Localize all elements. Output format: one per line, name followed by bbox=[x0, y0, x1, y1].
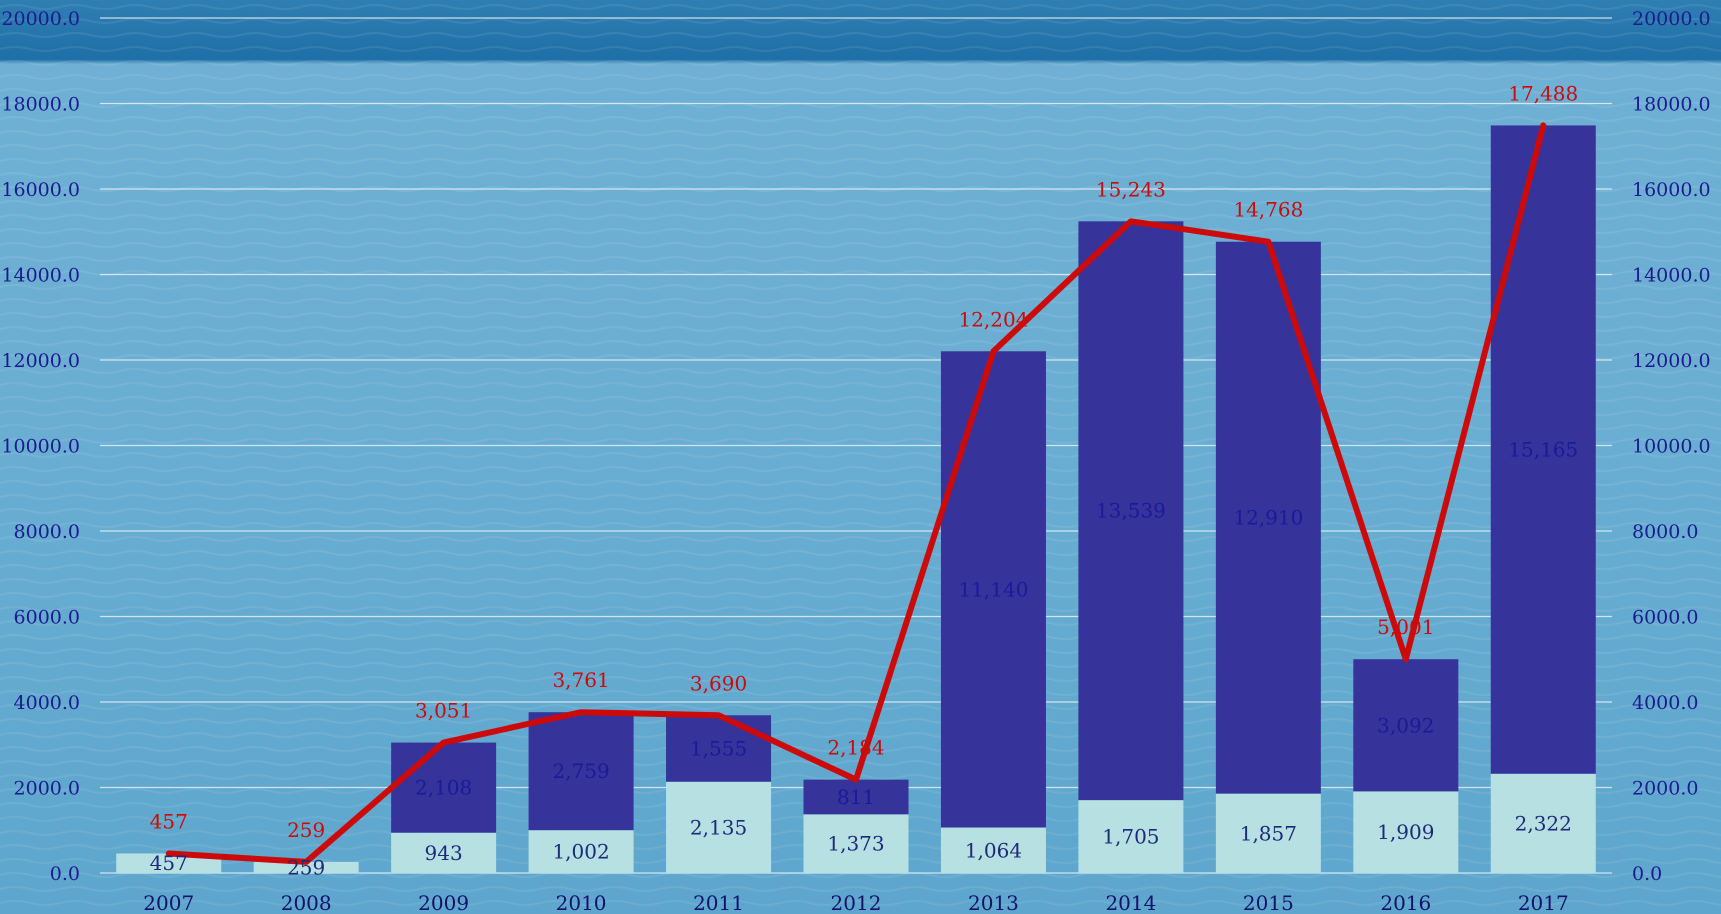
bar-top-value-label: 12,910 bbox=[1233, 506, 1303, 530]
bar-segment-bottom bbox=[1215, 793, 1321, 873]
y2-tick-label: 0.0 bbox=[1632, 863, 1662, 885]
bar-segment-top bbox=[391, 742, 497, 833]
x-tick-label: 2012 bbox=[831, 891, 882, 914]
bar-top-value-label: 11,140 bbox=[958, 577, 1028, 601]
bar-bottom-value-label: 259 bbox=[287, 855, 325, 879]
bar-bottom-value-label: 1,373 bbox=[827, 832, 884, 856]
y2-tick-label: 16000.0 bbox=[1632, 179, 1711, 201]
y2-tick-label: 12000.0 bbox=[1632, 350, 1711, 372]
line-value-label: 3,761 bbox=[552, 668, 609, 692]
bar-segment-top bbox=[1078, 221, 1184, 801]
y2-tick-label: 2000.0 bbox=[1632, 778, 1698, 800]
bar-segment-bottom bbox=[391, 832, 497, 873]
line-value-label: 5,001 bbox=[1377, 615, 1434, 639]
y-tick-label: 10000.0 bbox=[1, 436, 80, 458]
x-tick-label: 2007 bbox=[143, 891, 194, 914]
bar-segment-top bbox=[1353, 659, 1459, 792]
bar-segment-top bbox=[1215, 241, 1321, 794]
y2-tick-label: 4000.0 bbox=[1632, 692, 1698, 714]
bar-segment-top bbox=[803, 779, 909, 815]
line-value-label: 2,184 bbox=[827, 736, 884, 760]
y-tick-label: 12000.0 bbox=[1, 350, 80, 372]
bar-segment-top bbox=[940, 351, 1046, 828]
total-line bbox=[165, 122, 1547, 865]
line-value-label: 3,690 bbox=[690, 671, 747, 695]
y-tick-label: 8000.0 bbox=[14, 521, 80, 543]
bar-segment-bottom bbox=[528, 830, 634, 873]
y2-tick-label: 20000.0 bbox=[1632, 8, 1711, 30]
bar-top-value-label: 811 bbox=[837, 785, 875, 809]
line-value-label: 259 bbox=[287, 818, 325, 842]
bar-bottom-value-label: 943 bbox=[425, 841, 463, 865]
x-tick-label: 2013 bbox=[968, 891, 1019, 914]
y2-tick-label: 8000.0 bbox=[1632, 521, 1698, 543]
y-tick-label: 4000.0 bbox=[14, 692, 80, 714]
bar-segment-bottom bbox=[253, 861, 359, 873]
bar-segment-bottom bbox=[940, 827, 1046, 873]
x-tick-label: 2014 bbox=[1105, 891, 1156, 914]
line-value-label: 14,768 bbox=[1233, 198, 1303, 222]
bar-top-value-label: 1,555 bbox=[690, 736, 747, 760]
bar-segment-bottom bbox=[116, 853, 222, 873]
x-tick-label: 2011 bbox=[693, 891, 744, 914]
bar-bottom-value-label: 2,135 bbox=[690, 815, 747, 839]
y-tick-label: 0.0 bbox=[50, 863, 80, 885]
bar-top-value-label: 2,759 bbox=[552, 759, 609, 783]
line-value-label: 15,243 bbox=[1096, 177, 1166, 201]
x-tick-label: 2015 bbox=[1243, 891, 1294, 914]
bar-segment-bottom bbox=[1078, 800, 1184, 873]
bar-bottom-value-label: 1,857 bbox=[1240, 821, 1297, 845]
y-tick-label: 20000.0 bbox=[1, 8, 80, 30]
bar-bottom-value-label: 1,064 bbox=[965, 838, 1022, 862]
bar-bottom-value-label: 1,705 bbox=[1102, 825, 1159, 849]
bar-top-value-label: 13,539 bbox=[1096, 499, 1166, 523]
bar-segment-bottom bbox=[803, 814, 909, 873]
bar-segment-bottom bbox=[1490, 773, 1596, 873]
bar-bottom-value-label: 2,322 bbox=[1515, 811, 1572, 835]
y-tick-label: 14000.0 bbox=[1, 265, 80, 287]
bar-segment-bottom bbox=[666, 781, 772, 873]
bar-segment-bottom bbox=[1353, 791, 1459, 873]
x-tick-label: 2016 bbox=[1380, 891, 1431, 914]
bar-top-value-label: 2,108 bbox=[415, 776, 472, 800]
y2-tick-label: 14000.0 bbox=[1632, 265, 1711, 287]
bar-top-value-label: 3,092 bbox=[1377, 713, 1434, 737]
x-tick-label: 2008 bbox=[281, 891, 332, 914]
line-value-label: 457 bbox=[150, 809, 188, 833]
bar-bottom-value-label: 457 bbox=[150, 851, 188, 875]
x-tick-label: 2009 bbox=[418, 891, 469, 914]
y2-tick-label: 6000.0 bbox=[1632, 607, 1698, 629]
bar-bottom-value-label: 1,002 bbox=[552, 840, 609, 864]
bar-bottom-value-label: 1,909 bbox=[1377, 820, 1434, 844]
y2-tick-label: 18000.0 bbox=[1632, 94, 1711, 116]
x-tick-label: 2010 bbox=[556, 891, 607, 914]
y-tick-label: 18000.0 bbox=[1, 94, 80, 116]
line-value-label: 3,051 bbox=[415, 699, 472, 723]
bar-segment-top bbox=[528, 712, 634, 831]
x-tick-label: 2017 bbox=[1518, 891, 1569, 914]
line-value-label: 12,204 bbox=[958, 307, 1028, 331]
y-tick-label: 2000.0 bbox=[14, 778, 80, 800]
bar-top-value-label: 15,165 bbox=[1508, 438, 1578, 462]
y-tick-label: 16000.0 bbox=[1, 179, 80, 201]
y-tick-label: 6000.0 bbox=[14, 607, 80, 629]
y2-tick-label: 10000.0 bbox=[1632, 436, 1711, 458]
bar-segment-top bbox=[666, 715, 772, 782]
line-value-label: 17,488 bbox=[1508, 81, 1578, 105]
bar-segment-top bbox=[1490, 125, 1596, 774]
